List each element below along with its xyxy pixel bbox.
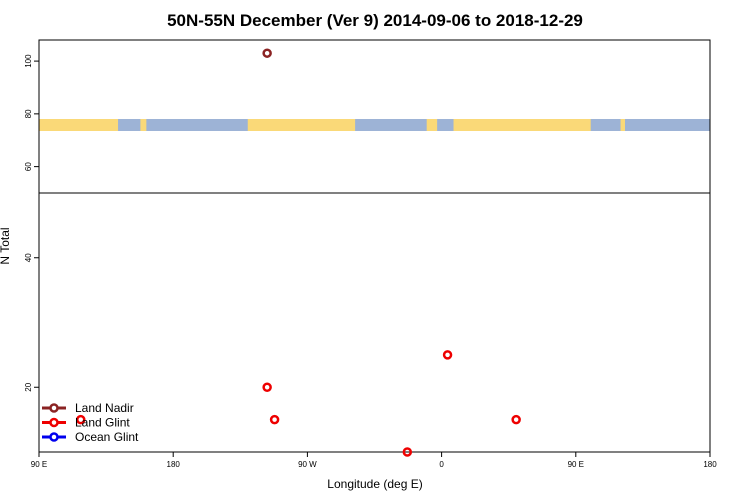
x-tick-label-4: 90 E — [568, 460, 584, 469]
point-land-glint-5 — [511, 414, 521, 425]
y-tick-upper-80-label: 80 — [24, 109, 33, 118]
plot-frame — [38, 39, 711, 453]
y-tick-upper-100-label: 100 — [24, 54, 33, 68]
point-land-glint-3 — [402, 447, 413, 457]
x-axis: 90 E 180 90 W 0 90 E 180 — [31, 452, 717, 469]
x-axis-label: Longitude (deg E) — [327, 477, 422, 491]
x-tick-label-1: 180 — [167, 460, 181, 469]
map-land-0 — [39, 119, 119, 131]
legend-label-land-glint: Land Glint — [75, 416, 130, 430]
map-land-4 — [453, 119, 591, 131]
x-tick-label-3: 0 — [439, 460, 444, 469]
point-land-glint-2 — [262, 382, 272, 392]
map-ocean — [39, 119, 710, 131]
map-land-2 — [247, 119, 356, 131]
x-tick-label-2: 90 W — [298, 460, 317, 469]
point-land-glint-4 — [442, 350, 453, 360]
map-land-3 — [426, 119, 438, 131]
y-axis: 20 40 60 80 100 — [24, 54, 39, 392]
y-tick-lower-20-label: 20 — [24, 382, 33, 391]
point-land-glint-0 — [76, 414, 86, 425]
y-tick-lower-40-label: 40 — [24, 253, 33, 262]
map-strip — [39, 119, 710, 131]
legend-marker-land-nadir — [49, 403, 59, 413]
y-axis-label: N Total — [0, 227, 12, 264]
legend-label-ocean-glint: Ocean Glint — [75, 430, 139, 444]
map-land-5 — [620, 119, 626, 131]
legend-marker-ocean-glint — [49, 432, 59, 442]
x-tick-label-0: 90 E — [31, 460, 47, 469]
legend-label-land-nadir: Land Nadir — [75, 401, 134, 415]
x-tick-label-5: 180 — [703, 460, 717, 469]
point-land-nadir-0 — [262, 48, 272, 58]
legend-marker-land-glint — [49, 417, 59, 428]
data-points — [76, 48, 521, 457]
y-tick-upper-60-label: 60 — [24, 162, 33, 171]
point-land-glint-1 — [269, 414, 280, 425]
map-land-1 — [140, 119, 147, 131]
chart-title: 50N-55N December (Ver 9) 2014-09-06 to 2… — [167, 11, 583, 30]
